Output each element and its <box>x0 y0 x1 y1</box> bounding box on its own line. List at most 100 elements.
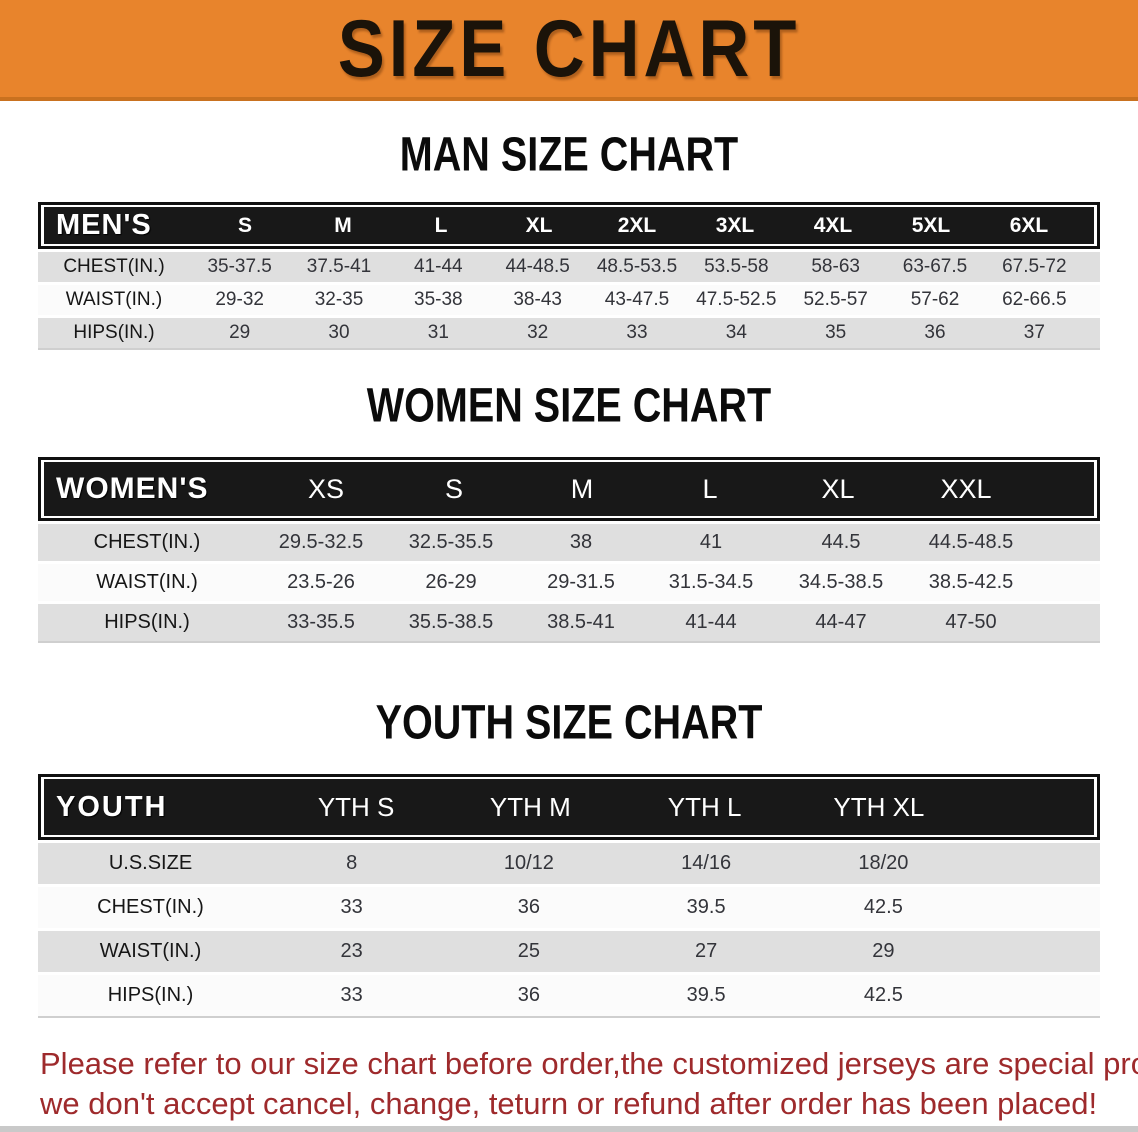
row-label: CHEST(IN.) <box>93 531 201 553</box>
table-body: CHEST(IN.) 35-37.5 37.5-41 41-44 44-48.5 48.5… <box>38 249 1100 350</box>
row-label: CHEST(IN.) <box>97 896 204 918</box>
table-header-label: WOMEN'S <box>56 472 209 505</box>
youth-chart-heading: YOUTH SIZE CHART <box>375 696 763 750</box>
size-value: 67.5-72 <box>1002 256 1067 277</box>
size-column-header: YTH XL <box>833 791 925 822</box>
size-value: 39.5 <box>686 984 726 1006</box>
order-disclaimer: Please refer to our size chart before or… <box>40 1044 1138 1124</box>
size-value: 63-67.5 <box>902 256 968 277</box>
size-column-header: S <box>237 213 252 237</box>
size-value: 39.5 <box>686 896 726 918</box>
size-value: 35.5-38.5 <box>408 611 494 633</box>
table-row: WAIST(IN.) 29-32 32-35 35-38 38-43 43-47.5 47.… <box>38 282 1100 315</box>
size-column-header: 3XL <box>715 213 755 237</box>
size-value: 62-66.5 <box>1002 289 1067 310</box>
men-chart-heading: MAN SIZE CHART <box>399 128 739 182</box>
table-header-frame: YOUTH YTH S YTH M YTH L YTH XL <box>38 774 1100 840</box>
size-value: 33 <box>626 322 648 343</box>
row-label: WAIST(IN.) <box>65 289 163 310</box>
size-value: 35-38 <box>414 289 463 310</box>
size-value: 31 <box>427 322 449 343</box>
table-row: CHEST(IN.) 35-37.5 37.5-41 41-44 44-48.5 48.5… <box>38 249 1100 282</box>
size-value: 29-31.5 <box>547 571 615 593</box>
size-column-header: 5XL <box>911 213 951 237</box>
size-value: 31.5-34.5 <box>668 571 754 593</box>
size-value: 38-43 <box>513 289 562 310</box>
size-value: 18/20 <box>858 852 909 874</box>
banner-title: SIZE CHART <box>337 3 801 94</box>
table-body: CHEST(IN.) 29.5-32.5 32.5-35.5 38 41 44.5 44.5… <box>38 521 1100 643</box>
youth-size-section: YOUTH SIZE CHART YOUTH YTH S YTH M YTH L YTH… <box>0 696 1138 1018</box>
table-header-frame: MEN'S S M L XL 2XL 3XL 4XL 5XL 6XL <box>38 202 1100 249</box>
size-value: 41-44 <box>685 611 737 633</box>
size-value: 29-32 <box>215 289 264 310</box>
size-value: 32-35 <box>314 289 364 310</box>
size-value: 29 <box>872 940 895 962</box>
women-size-section: WOMEN SIZE CHART WOMEN'S XS S M L XL XXL CHEST(… <box>0 379 1138 643</box>
size-column-header: YTH L <box>667 791 742 822</box>
women-chart-heading: WOMEN SIZE CHART <box>366 379 772 433</box>
men-size-section: MAN SIZE CHART MEN'S S M L XL 2XL 3XL 4XL 5XL 6XL… <box>0 128 1138 350</box>
disclaimer-line-2: we don't accept cancel, change, teturn o… <box>40 1086 1098 1121</box>
size-value: 36 <box>517 984 540 1006</box>
size-column-header: XL <box>821 473 855 504</box>
size-value: 37.5-41 <box>306 256 372 277</box>
size-value: 43-47.5 <box>604 289 670 310</box>
men-size-table: MEN'S S M L XL 2XL 3XL 4XL 5XL 6XL CHEST(IN.) 35-37… <box>38 202 1100 350</box>
size-value: 41-44 <box>414 256 463 277</box>
size-value: 37 <box>1023 322 1045 343</box>
row-label: CHEST(IN.) <box>63 256 165 277</box>
size-value: 35-37.5 <box>207 256 272 277</box>
row-label: HIPS(IN.) <box>73 322 155 343</box>
size-value: 38 <box>569 531 593 553</box>
table-row: HIPS(IN.) 29 30 31 32 33 34 35 36 37 <box>38 315 1100 348</box>
size-value: 25 <box>517 940 540 962</box>
size-value: 44.5 <box>821 531 861 553</box>
size-value: 33 <box>340 984 363 1006</box>
table-header-row: YOUTH YTH S YTH M YTH L YTH XL <box>44 779 1094 835</box>
table-row: CHEST(IN.) 29.5-32.5 32.5-35.5 38 41 44.5 44.5… <box>38 521 1100 561</box>
size-value: 42.5 <box>863 984 903 1006</box>
size-column-header: 2XL <box>617 213 657 237</box>
size-column-header: S <box>444 473 463 504</box>
size-value: 36 <box>517 896 540 918</box>
table-row: WAIST(IN.) 23 25 27 29 <box>38 928 1100 972</box>
size-column-header: L <box>434 213 448 237</box>
size-value: 23 <box>340 940 363 962</box>
table-header-row: WOMEN'S XS S M L XL XXL <box>44 462 1094 516</box>
size-value: 34.5-38.5 <box>798 571 884 593</box>
size-value: 23.5-26 <box>287 571 355 593</box>
size-chart-banner: SIZE CHART <box>0 0 1138 101</box>
size-value: 52.5-57 <box>803 289 868 310</box>
size-value: 44-48.5 <box>505 256 570 277</box>
size-value: 44-47 <box>815 611 867 633</box>
size-column-header: YTH M <box>489 791 571 822</box>
size-value: 58-63 <box>811 256 860 277</box>
row-label: WAIST(IN.) <box>96 571 198 593</box>
table-row: HIPS(IN.) 33-35.5 35.5-38.5 38.5-41 41-44 44-… <box>38 601 1100 641</box>
table-row: U.S.SIZE 8 10/12 14/16 18/20 <box>38 840 1100 884</box>
row-label: HIPS(IN.) <box>107 984 194 1006</box>
size-column-header: M <box>570 473 594 504</box>
size-value: 27 <box>695 940 718 962</box>
size-value: 32.5-35.5 <box>408 531 494 553</box>
row-label: HIPS(IN.) <box>104 611 190 633</box>
size-column-header: L <box>702 473 718 504</box>
size-value: 41 <box>699 531 723 553</box>
table-header-row: MEN'S S M L XL 2XL 3XL 4XL 5XL 6XL <box>44 207 1094 244</box>
size-value: 29 <box>229 322 251 343</box>
size-column-header: 4XL <box>813 213 853 237</box>
size-value: 35 <box>825 322 847 343</box>
size-value: 38.5-42.5 <box>928 571 1014 593</box>
table-header-label: MEN'S <box>56 209 152 241</box>
size-value: 26-29 <box>425 571 477 593</box>
size-value: 38.5-41 <box>547 611 615 633</box>
size-column-header: XL <box>525 213 553 237</box>
size-value: 47-50 <box>945 611 997 633</box>
size-value: 33 <box>340 896 363 918</box>
size-column-header: YTH S <box>317 791 395 822</box>
size-value: 57-62 <box>910 289 960 310</box>
size-value: 53.5-58 <box>704 256 769 277</box>
size-value: 29.5-32.5 <box>278 531 364 553</box>
table-body: U.S.SIZE 8 10/12 14/16 18/20 CHEST(IN.) 33 36 39… <box>38 840 1100 1018</box>
